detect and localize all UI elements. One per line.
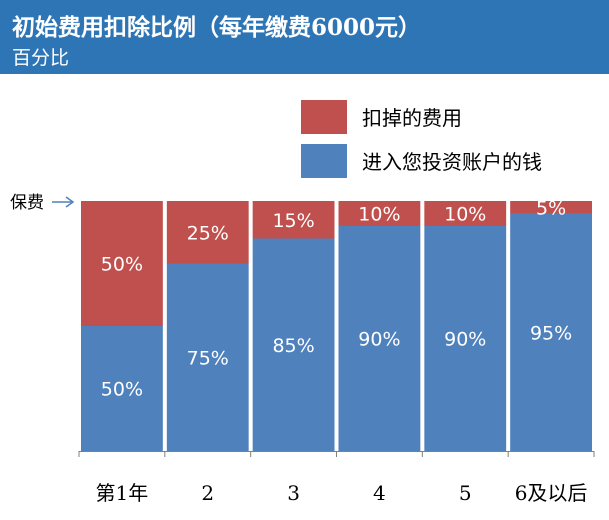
label-deducted-5: 10% xyxy=(444,204,486,226)
premium-marker: 保费 xyxy=(10,193,75,213)
label-deducted-4: 10% xyxy=(358,204,400,226)
bar-invested-4 xyxy=(338,226,421,451)
bar-invested-6 xyxy=(510,213,592,451)
label-invested-1: 50% xyxy=(101,379,143,401)
bar-deducted-3 xyxy=(252,201,335,239)
label-deducted-2: 25% xyxy=(187,222,229,244)
x-tick-label-4: 4 xyxy=(373,481,386,505)
label-invested-5: 90% xyxy=(444,329,486,351)
bar-deducted-1 xyxy=(81,201,163,326)
x-tick-label-6: 6及以后 xyxy=(515,481,588,505)
x-tick-label-1: 第1年 xyxy=(96,481,149,505)
label-deducted-1: 50% xyxy=(101,254,143,276)
chart-title: 初始费用扣除比例（每年缴费6000元） xyxy=(12,14,422,41)
x-axis: 第1年 2 3 4 5 6及以后 xyxy=(78,451,595,505)
legend-label-2: 进入您投资账户的钱 xyxy=(362,150,542,174)
label-invested-3: 85% xyxy=(272,335,314,357)
bar-invested-2 xyxy=(166,263,249,451)
label-deducted-6: 5% xyxy=(536,197,566,219)
label-deducted-3: 15% xyxy=(272,210,314,232)
bars: 50% 50% 75% 25% 85% 15% 90% 10% 90% 10% 95% 5% xyxy=(81,197,592,451)
chart-header: 初始费用扣除比例（每年缴费6000元） 百分比 xyxy=(0,0,609,74)
bar-deducted-4 xyxy=(338,201,421,226)
bar-deducted-5 xyxy=(424,201,507,226)
premium-arrow-icon xyxy=(65,196,75,208)
bar-deducted-2 xyxy=(166,201,249,264)
label-invested-4: 90% xyxy=(358,329,400,351)
bar-invested-3 xyxy=(252,238,335,451)
legend-swatch-2 xyxy=(301,144,347,178)
legend-label-1: 扣掉的费用 xyxy=(362,106,462,130)
chart-subtitle: 百分比 xyxy=(12,47,70,69)
label-invested-2: 75% xyxy=(187,347,229,369)
bar-invested-1 xyxy=(81,326,163,451)
bar-invested-5 xyxy=(424,226,507,451)
premium-marker-label: 保费 xyxy=(10,193,44,213)
x-tick-label-2: 2 xyxy=(201,481,214,505)
bar-deducted-6 xyxy=(510,201,592,214)
x-tick-label-5: 5 xyxy=(459,481,472,505)
x-tick-label-3: 3 xyxy=(287,481,300,505)
legend-swatch-1 xyxy=(301,100,347,134)
label-invested-6: 95% xyxy=(530,322,572,344)
